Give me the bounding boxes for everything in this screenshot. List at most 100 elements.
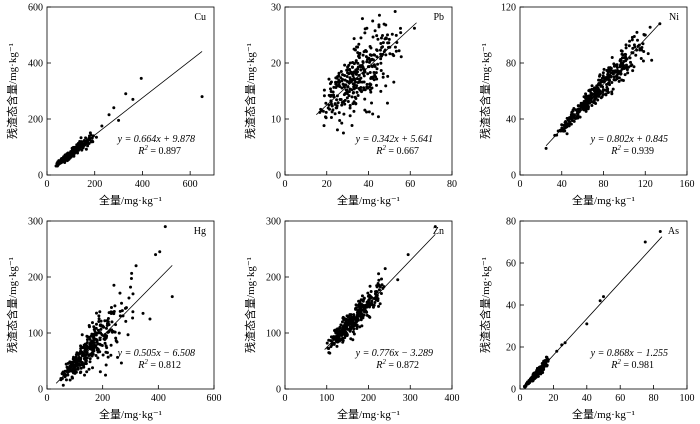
- y-tick-label: 0: [38, 385, 43, 396]
- data-point: [614, 78, 618, 82]
- data-point: [131, 97, 135, 101]
- data-point: [354, 303, 358, 307]
- data-point: [375, 284, 379, 288]
- data-point: [103, 337, 107, 341]
- data-point: [81, 144, 85, 148]
- data-point: [590, 87, 594, 91]
- data-point: [356, 318, 360, 322]
- data-point: [338, 80, 342, 84]
- data-point: [76, 367, 80, 371]
- data-point: [358, 80, 362, 84]
- data-point: [372, 53, 376, 57]
- data-point: [378, 302, 382, 306]
- data-point: [79, 344, 83, 348]
- data-point: [322, 124, 326, 128]
- x-tick-label: 40: [582, 393, 592, 404]
- data-point: [598, 78, 602, 82]
- data-point: [542, 359, 546, 363]
- data-point: [335, 98, 339, 102]
- data-point: [343, 63, 347, 67]
- data-point: [74, 362, 78, 365]
- data-point: [609, 75, 613, 79]
- data-point: [348, 325, 352, 329]
- data-point: [601, 90, 605, 94]
- data-point: [134, 264, 138, 268]
- data-point: [96, 348, 100, 352]
- data-point: [365, 300, 369, 304]
- data-point: [360, 294, 364, 298]
- data-point: [630, 38, 634, 42]
- data-point: [352, 109, 356, 113]
- data-point: [345, 333, 349, 337]
- data-point: [604, 93, 608, 97]
- data-point: [322, 88, 326, 92]
- data-point: [523, 385, 527, 389]
- x-tick-label: 40: [557, 179, 567, 190]
- data-point: [80, 333, 84, 337]
- data-point: [119, 361, 123, 365]
- data-point: [331, 90, 335, 94]
- y-tick-label: 10: [271, 115, 281, 126]
- data-point: [345, 314, 349, 318]
- data-point: [342, 112, 346, 116]
- data-point: [110, 320, 114, 324]
- data-point: [104, 363, 108, 367]
- data-point: [394, 49, 398, 53]
- x-tick-label: 300: [403, 393, 418, 404]
- data-point: [544, 146, 548, 150]
- data-point: [117, 118, 121, 122]
- y-tick-label: 100: [28, 329, 43, 340]
- data-point: [619, 49, 623, 53]
- data-point: [638, 47, 642, 51]
- r-squared-symbol: R: [137, 146, 144, 157]
- data-point: [361, 316, 365, 320]
- data-point: [370, 301, 374, 305]
- data-point: [90, 334, 94, 338]
- y-axis-title: 残渣态含量/mg·kg⁻¹: [243, 43, 257, 139]
- regression-line: [316, 22, 417, 115]
- data-point: [392, 80, 396, 84]
- data-point: [372, 70, 376, 74]
- data-point: [124, 319, 128, 323]
- data-point: [606, 89, 610, 93]
- r-squared-superscript: 2: [617, 358, 621, 366]
- data-point: [366, 291, 370, 295]
- data-point: [341, 78, 345, 82]
- y-tick-label: 200: [28, 115, 43, 126]
- data-point: [75, 351, 79, 355]
- data-point: [382, 22, 386, 26]
- element-label: Cu: [194, 12, 206, 23]
- data-point: [350, 65, 354, 69]
- data-point: [112, 106, 116, 110]
- data-point: [350, 78, 354, 82]
- regression-equation: y = 0.664x + 9.878: [117, 134, 195, 145]
- y-tick-label: 200: [28, 273, 43, 284]
- y-tick-label: 0: [511, 171, 516, 182]
- data-point: [373, 300, 377, 304]
- data-point: [635, 30, 639, 34]
- data-point: [109, 343, 113, 347]
- x-tick-label: 200: [87, 179, 102, 190]
- data-point: [623, 73, 627, 77]
- data-point: [127, 296, 131, 300]
- r-squared: R2 = 0.812: [137, 358, 181, 371]
- y-tick-label: 0: [276, 171, 281, 182]
- data-point: [620, 56, 624, 60]
- x-axis-title: 全量/mg·kg⁻¹: [99, 193, 162, 207]
- r-squared-symbol: R: [375, 146, 382, 157]
- element-label: Pb: [433, 12, 444, 23]
- data-point: [347, 94, 351, 98]
- r-squared-superscript: 2: [144, 144, 148, 152]
- r-squared-symbol: R: [610, 360, 617, 371]
- data-point: [339, 98, 343, 102]
- data-point: [632, 65, 636, 69]
- data-point: [77, 355, 81, 359]
- y-axis-title: 残渣态含量/mg·kg⁻¹: [478, 257, 492, 353]
- data-point: [368, 304, 372, 308]
- data-point: [365, 85, 369, 89]
- x-tick-label: 80: [447, 179, 457, 190]
- data-point: [74, 355, 78, 359]
- data-point: [84, 136, 88, 140]
- data-point: [99, 319, 103, 323]
- element-label: As: [668, 226, 679, 237]
